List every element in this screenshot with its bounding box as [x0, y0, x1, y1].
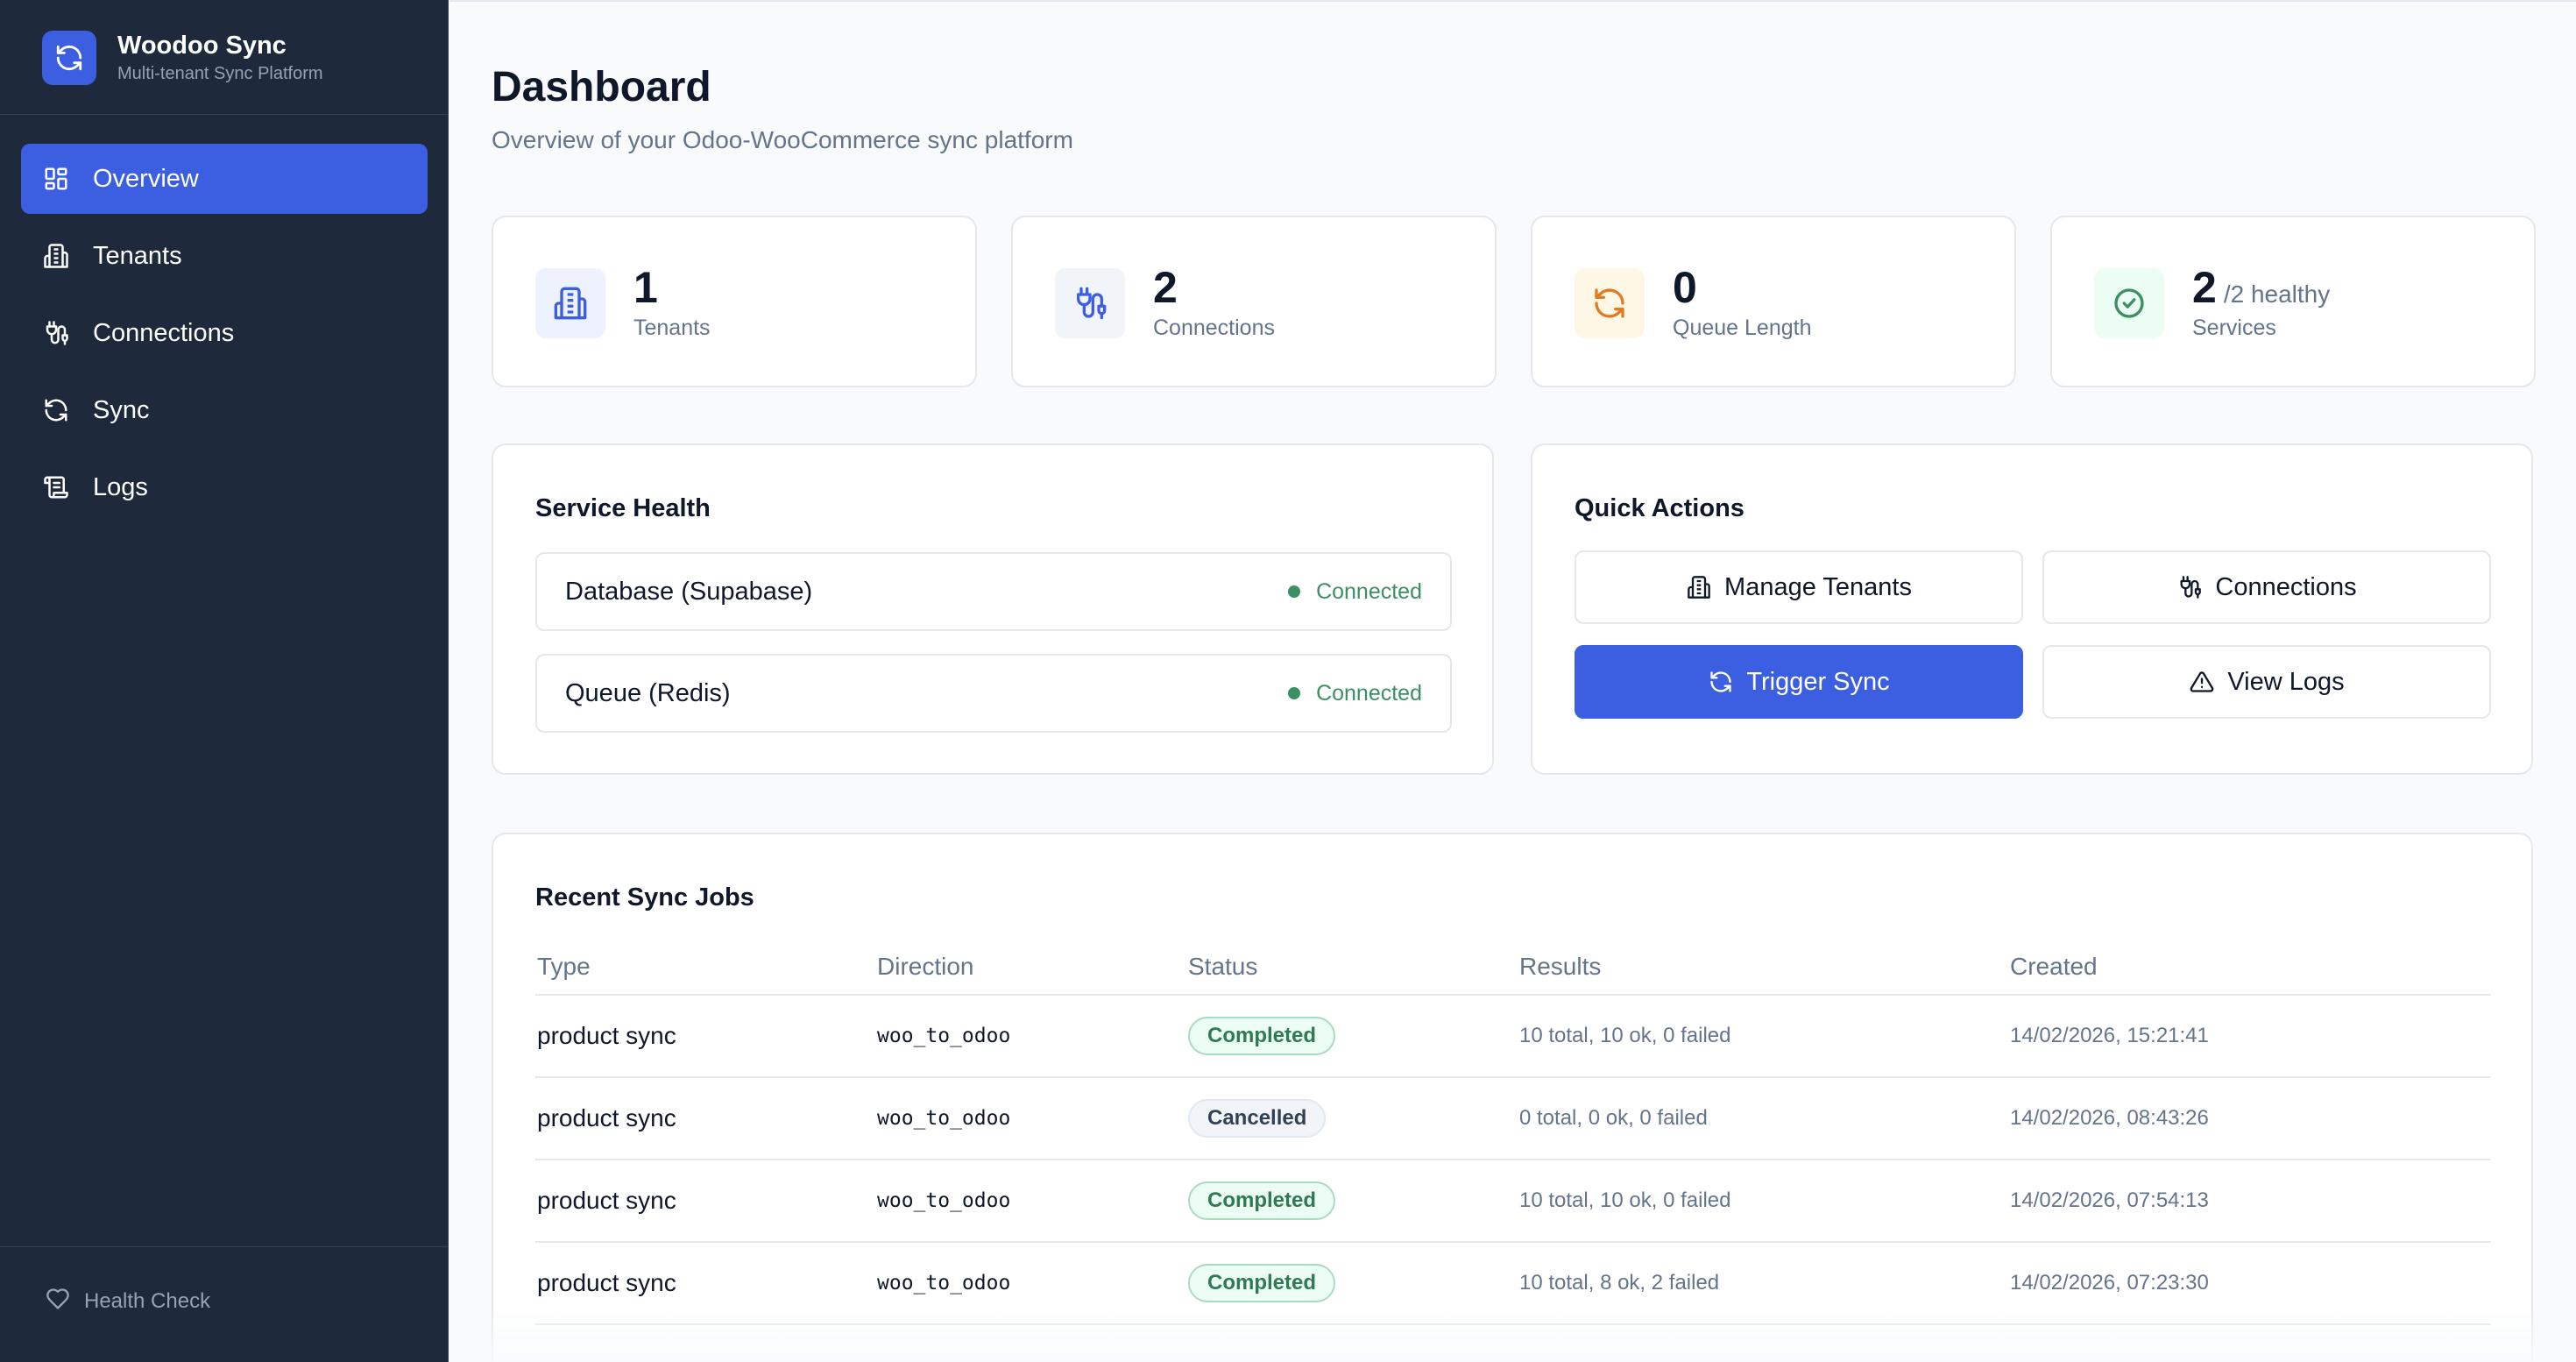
- stat-card-connections: 2 Connections: [1011, 216, 1497, 387]
- sidebar: Woodoo Sync Multi-tenant Sync Platform O…: [0, 0, 449, 1362]
- refresh-icon: [1575, 268, 1645, 338]
- scroll-icon: [42, 473, 70, 501]
- sidebar-item-label: Sync: [93, 395, 150, 424]
- building-icon: [42, 242, 70, 270]
- main-content: Dashboard Overview of your Odoo-WooComme…: [449, 0, 2576, 1362]
- sidebar-item-label: Logs: [93, 472, 148, 501]
- connections-button[interactable]: Connections: [2042, 550, 2491, 624]
- status-badge: Completed: [1188, 1181, 1336, 1220]
- stat-suffix: /2 healthy: [2223, 280, 2331, 308]
- refresh-icon: [1708, 669, 1734, 695]
- overview-grid-icon: [42, 165, 70, 193]
- section-title: Recent Sync Jobs: [535, 883, 754, 912]
- job-created: 14/02/2026, 15:21:41: [2010, 1024, 2209, 1047]
- status-badge: Completed: [1188, 1017, 1336, 1055]
- stat-card-services: 2/2 healthy Services: [2050, 216, 2536, 387]
- table-row[interactable]: product sync woo_to_odoo Completed 10 to…: [535, 1243, 2491, 1325]
- stat-label: Services: [2192, 316, 2276, 340]
- job-type: product sync: [537, 1187, 676, 1214]
- section-title: Quick Actions: [1575, 494, 1744, 522]
- status-badge: Cancelled: [1188, 1099, 1327, 1138]
- column-header: Status: [1188, 953, 1258, 980]
- app-subtitle: Multi-tenant Sync Platform: [117, 64, 323, 83]
- brand[interactable]: Woodoo Sync Multi-tenant Sync Platform: [42, 30, 323, 86]
- service-row-queue: Queue (Redis) Connected: [535, 654, 1452, 733]
- section-title: Service Health: [535, 494, 711, 522]
- health-check-link[interactable]: Health Check: [46, 1287, 210, 1316]
- service-health-card: Service Health Database (Supabase) Conne…: [492, 443, 1494, 775]
- stat-value: 2: [1153, 263, 1178, 312]
- job-direction: woo_to_odoo: [877, 1272, 1011, 1295]
- plug-icon: [2176, 574, 2203, 600]
- page-subtitle: Overview of your Odoo-WooCommerce sync p…: [492, 126, 1073, 153]
- manage-tenants-button[interactable]: Manage Tenants: [1575, 550, 2023, 624]
- service-row-database: Database (Supabase) Connected: [535, 552, 1452, 631]
- sync-logo-icon: [42, 31, 96, 85]
- job-type: product sync: [537, 1022, 676, 1049]
- table-row[interactable]: product sync woo_to_odoo Completed 10 to…: [535, 996, 2491, 1078]
- job-results: 10 total, 8 ok, 2 failed: [1519, 1271, 1720, 1295]
- sidebar-item-label: Tenants: [93, 241, 182, 270]
- plug-icon: [42, 319, 70, 347]
- job-type: product sync: [537, 1269, 676, 1296]
- view-logs-button[interactable]: View Logs: [2042, 645, 2491, 719]
- column-header: Direction: [877, 953, 974, 980]
- table-row[interactable]: product sync woo_to_odoo Cancelled 0 tot…: [535, 1078, 2491, 1160]
- trigger-sync-button[interactable]: Trigger Sync: [1575, 645, 2023, 719]
- stat-card-queue: 0 Queue Length: [1531, 216, 2016, 387]
- jobs-table: Type Direction Status Results Created pr…: [535, 940, 2491, 1325]
- status-dot: [1288, 687, 1301, 699]
- app-title: Woodoo Sync: [117, 32, 287, 60]
- sidebar-item-logs[interactable]: Logs: [21, 452, 428, 522]
- job-direction: woo_to_odoo: [877, 1107, 1011, 1130]
- job-created: 14/02/2026, 07:23:30: [2010, 1271, 2209, 1295]
- building-icon: [1686, 574, 1712, 600]
- table-row[interactable]: product sync woo_to_odoo Completed 10 to…: [535, 1160, 2491, 1243]
- status-badge: Completed: [1188, 1264, 1336, 1302]
- column-header: Created: [2010, 953, 2098, 980]
- sidebar-item-sync[interactable]: Sync: [21, 375, 428, 445]
- divider: [0, 114, 449, 115]
- page-title: Dashboard: [492, 64, 711, 110]
- stat-value: 0: [1673, 263, 1697, 312]
- status-badge: Connected: [1288, 579, 1422, 605]
- stat-label: Connections: [1153, 316, 1275, 340]
- job-results: 0 total, 0 ok, 0 failed: [1519, 1106, 1708, 1130]
- building-icon: [535, 268, 605, 338]
- service-name: Queue (Redis): [565, 678, 731, 707]
- health-check-label: Health Check: [84, 1288, 211, 1313]
- job-created: 14/02/2026, 08:43:26: [2010, 1106, 2209, 1130]
- stat-value: 2/2 healthy: [2192, 263, 2331, 312]
- job-direction: woo_to_odoo: [877, 1025, 1011, 1047]
- stat-label: Queue Length: [1673, 316, 1812, 340]
- table-header: Type Direction Status Results Created: [535, 940, 2491, 996]
- heart-icon: [46, 1287, 70, 1316]
- stat-label: Tenants: [633, 316, 711, 340]
- warning-icon: [2189, 669, 2215, 695]
- job-results: 10 total, 10 ok, 0 failed: [1519, 1188, 1731, 1212]
- check-circle-icon: [2094, 268, 2164, 338]
- plug-icon: [1055, 268, 1125, 338]
- status-badge: Connected: [1288, 681, 1422, 706]
- sidebar-item-connections[interactable]: Connections: [21, 298, 428, 368]
- sidebar-nav: Overview Tenants Connections: [21, 144, 428, 529]
- column-header: Results: [1519, 953, 1602, 980]
- job-type: product sync: [537, 1104, 676, 1131]
- sidebar-item-label: Connections: [93, 318, 235, 347]
- job-direction: woo_to_odoo: [877, 1189, 1011, 1212]
- job-results: 10 total, 10 ok, 0 failed: [1519, 1024, 1731, 1047]
- sidebar-item-tenants[interactable]: Tenants: [21, 221, 428, 291]
- sidebar-item-overview[interactable]: Overview: [21, 144, 428, 214]
- column-header: Type: [537, 953, 591, 980]
- service-name: Database (Supabase): [565, 577, 813, 606]
- job-created: 14/02/2026, 07:54:13: [2010, 1188, 2209, 1212]
- stat-card-tenants: 1 Tenants: [492, 216, 977, 387]
- sidebar-item-label: Overview: [93, 164, 199, 193]
- status-dot: [1288, 585, 1301, 598]
- refresh-icon: [42, 396, 70, 424]
- divider: [0, 1246, 449, 1247]
- stat-value: 1: [633, 263, 658, 312]
- recent-jobs-card: Recent Sync Jobs Type Direction Status R…: [492, 833, 2533, 1362]
- quick-actions-card: Quick Actions Manage Tenants Connections: [1531, 443, 2533, 775]
